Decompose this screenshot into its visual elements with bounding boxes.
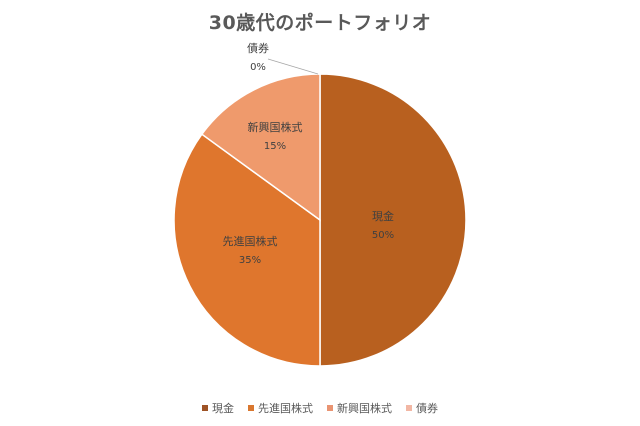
label-cash-name: 現金 <box>372 210 394 223</box>
legend-label: 現金 <box>212 402 234 415</box>
label-developed-pct: 35% <box>238 255 262 266</box>
legend-item-cash[interactable]: 現金 <box>202 400 234 416</box>
label-cash-pct: 50% <box>371 230 395 241</box>
chart-legend: 現金 先進国株式 新興国株式 債券 <box>0 400 640 416</box>
legend-label: 債券 <box>416 402 438 415</box>
legend-swatch-icon <box>327 405 333 411</box>
label-cash: 現金 50% <box>358 207 408 245</box>
legend-item-emerging[interactable]: 新興国株式 <box>327 400 392 416</box>
label-bonds: 債券 0% <box>233 39 283 77</box>
label-emerging: 新興国株式 15% <box>235 118 315 156</box>
slice-developed-stocks[interactable] <box>173 133 321 367</box>
legend-swatch-icon <box>202 405 208 411</box>
legend-label: 先進国株式 <box>258 402 313 415</box>
chart-title: 30歳代のポートフォリオ <box>208 12 432 34</box>
slice-emerging-stocks[interactable] <box>200 73 321 222</box>
legend-swatch-icon <box>248 405 254 411</box>
label-developed: 先進国株式 35% <box>210 232 290 270</box>
label-emerging-name: 新興国株式 <box>247 121 303 134</box>
legend-item-bonds[interactable]: 債券 <box>406 400 438 416</box>
legend-swatch-icon <box>406 405 412 411</box>
bonds-leader-line <box>267 58 319 75</box>
legend-label: 新興国株式 <box>337 402 392 415</box>
label-developed-name: 先進国株式 <box>222 235 278 248</box>
label-bonds-name: 債券 <box>247 42 269 55</box>
label-emerging-pct: 15% <box>263 141 287 152</box>
label-bonds-pct: 0% <box>250 62 266 73</box>
legend-item-developed[interactable]: 先進国株式 <box>248 400 313 416</box>
slice-cash[interactable] <box>319 73 467 367</box>
